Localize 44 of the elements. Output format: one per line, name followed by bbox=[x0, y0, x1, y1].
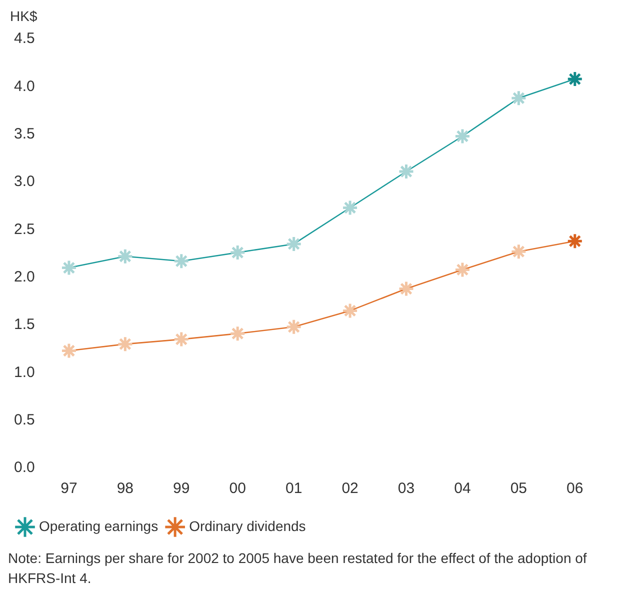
point bbox=[286, 236, 302, 252]
x-tick-label: 03 bbox=[398, 480, 415, 498]
y-tick-label: 0.0 bbox=[14, 459, 35, 476]
point bbox=[342, 302, 358, 319]
point bbox=[60, 260, 78, 276]
point bbox=[229, 325, 246, 342]
point bbox=[510, 243, 527, 260]
point bbox=[398, 163, 414, 180]
point bbox=[398, 280, 414, 298]
legend-label: Operating earnings bbox=[39, 518, 158, 534]
x-tick-label: 05 bbox=[510, 480, 528, 498]
y-tick-label: 2.5 bbox=[14, 220, 35, 238]
y-tick-label: 2.0 bbox=[14, 268, 35, 286]
x-tick-label: 06 bbox=[566, 480, 584, 498]
y-tick-label: 0.5 bbox=[14, 411, 35, 428]
point bbox=[173, 331, 190, 348]
x-tick-label: 01 bbox=[285, 480, 302, 498]
point bbox=[454, 128, 471, 144]
y-tick-label: 1.5 bbox=[14, 316, 35, 334]
point bbox=[116, 336, 134, 352]
x-tick-label: 98 bbox=[116, 480, 134, 498]
x-tick-label: 97 bbox=[60, 480, 78, 498]
point bbox=[286, 318, 302, 336]
point bbox=[60, 342, 78, 359]
x-tick-label: 99 bbox=[173, 480, 190, 498]
y-tick-label: 3.0 bbox=[14, 173, 35, 190]
point bbox=[229, 244, 246, 261]
y-tick-label: 3.5 bbox=[14, 125, 35, 142]
point bbox=[510, 90, 527, 106]
y-tick-label: 4.5 bbox=[14, 30, 35, 48]
legend-label: Ordinary dividends bbox=[189, 518, 306, 534]
point bbox=[173, 252, 190, 270]
point bbox=[342, 199, 358, 216]
point bbox=[566, 70, 584, 88]
x-tick-label: 00 bbox=[229, 480, 246, 498]
text: Note: Earnings per share for 2002 to 2005 have been restated for the effect of the adoption of HKFRS-Int 4. bbox=[8, 549, 588, 588]
y-tick-label: 1.0 bbox=[14, 364, 35, 381]
point bbox=[116, 248, 134, 265]
x-tick-label: 04 bbox=[454, 480, 471, 498]
point bbox=[566, 232, 584, 250]
point bbox=[454, 261, 471, 278]
x-tick-label: 02 bbox=[342, 480, 358, 498]
y-axis-title: HK$ bbox=[10, 8, 38, 24]
y-tick-label: 4.0 bbox=[14, 78, 35, 95]
